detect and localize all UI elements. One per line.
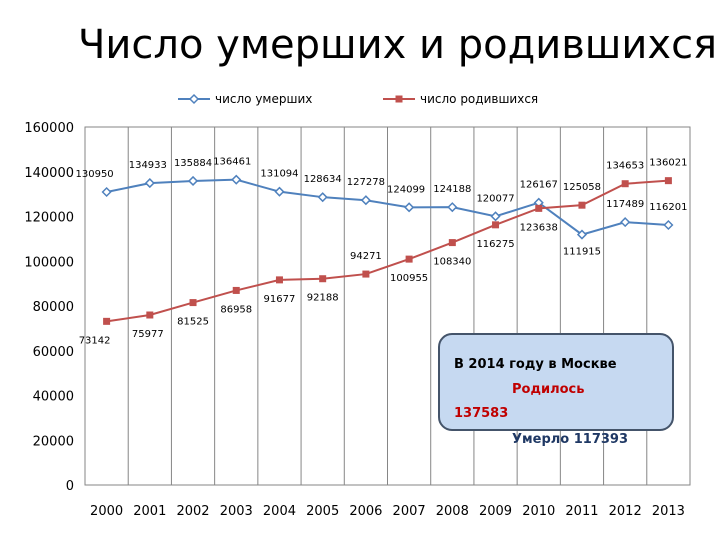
data-label-died: 116201 — [649, 202, 687, 213]
y-tick-label: 0 — [66, 479, 74, 494]
x-tick-label: 2004 — [263, 504, 296, 519]
point-died — [231, 174, 242, 185]
x-tick-label: 2005 — [306, 504, 339, 519]
info-box-born-value: 137583 — [454, 406, 509, 421]
data-label-died: 124099 — [387, 184, 425, 195]
data-label-born: 75977 — [132, 329, 164, 340]
data-label-born: 108340 — [433, 257, 471, 268]
data-label-born: 136021 — [649, 158, 687, 169]
data-label-died: 117489 — [606, 199, 644, 210]
point-born — [448, 239, 456, 247]
data-label-born: 123638 — [520, 222, 558, 233]
data-label-born: 73142 — [79, 335, 111, 346]
point-died — [360, 195, 371, 206]
legend-marker-born — [395, 95, 403, 103]
data-label-died: 120077 — [476, 193, 514, 204]
y-tick-label: 20000 — [33, 434, 74, 449]
point-died — [404, 202, 415, 213]
point-died — [317, 192, 328, 203]
point-born — [621, 180, 629, 188]
data-label-born: 92188 — [307, 293, 339, 304]
x-tick-label: 2006 — [349, 504, 382, 519]
y-tick-label: 40000 — [33, 390, 74, 405]
series-line-born — [106, 179, 669, 323]
data-label-died: 131094 — [260, 169, 298, 180]
point-died — [101, 186, 112, 198]
data-label-died: 136461 — [213, 157, 251, 168]
point-died — [663, 219, 674, 231]
data-label-born: 125058 — [563, 182, 601, 193]
data-label-born: 86958 — [220, 304, 252, 315]
data-label-died: 130950 — [76, 169, 114, 180]
data-label-died: 135884 — [174, 158, 212, 169]
data-label-died: 134933 — [129, 160, 167, 171]
x-tick-label: 2008 — [436, 504, 469, 519]
x-tick-label: 2000 — [90, 504, 123, 519]
info-box-heading: В 2014 году в Москве — [454, 357, 617, 372]
point-died — [187, 175, 199, 187]
data-label-died: 126167 — [520, 180, 558, 191]
point-died — [274, 186, 285, 197]
point-born — [664, 177, 672, 185]
point-born — [535, 204, 543, 212]
point-died — [490, 211, 501, 222]
page-title: Число умерших и родившихся — [78, 22, 718, 68]
point-born — [492, 221, 500, 229]
x-tick-label: 2007 — [393, 504, 426, 519]
legend-label-born: число родившихся — [420, 92, 538, 106]
point-died — [144, 178, 155, 189]
point-born — [189, 299, 197, 307]
x-tick-label: 2011 — [565, 504, 598, 519]
data-label-born: 134653 — [606, 161, 644, 172]
point-died — [620, 217, 631, 228]
data-label-born: 94271 — [350, 251, 382, 262]
point-died — [447, 202, 458, 213]
data-label-born: 100955 — [390, 273, 428, 284]
x-tick-label: 2010 — [522, 504, 555, 519]
legend-marker-died — [188, 93, 200, 105]
info-box: В 2014 году в Москве Родилось 137583 — [438, 333, 674, 431]
data-label-died: 111915 — [563, 247, 601, 258]
y-tick-label: 140000 — [24, 166, 74, 181]
y-tick-label: 160000 — [24, 121, 74, 136]
x-tick-label: 2002 — [176, 504, 209, 519]
point-died — [576, 229, 588, 240]
x-tick-label: 2003 — [220, 504, 253, 519]
x-tick-label: 2012 — [609, 504, 642, 519]
info-box-born-label: Родилось — [512, 382, 585, 397]
data-label-born: 116275 — [476, 239, 514, 250]
point-born — [275, 276, 283, 284]
info-box-died: Умерло 117393 — [512, 432, 629, 447]
point-born — [319, 275, 327, 283]
data-label-born: 91677 — [264, 294, 296, 305]
point-born — [362, 270, 370, 278]
data-label-born: 81525 — [177, 317, 209, 328]
y-tick-label: 60000 — [33, 345, 74, 360]
y-tick-label: 80000 — [33, 300, 74, 315]
point-born — [232, 286, 240, 294]
point-born — [103, 317, 111, 325]
legend-label-died: число умерших — [215, 92, 312, 106]
series-line-died — [106, 178, 669, 236]
data-label-died: 127278 — [347, 177, 385, 188]
y-tick-label: 120000 — [24, 211, 74, 226]
x-tick-label: 2009 — [479, 504, 512, 519]
y-tick-label: 100000 — [24, 255, 74, 270]
data-label-died: 124188 — [433, 184, 471, 195]
point-born — [578, 201, 586, 209]
point-born — [405, 255, 413, 263]
x-tick-label: 2001 — [133, 504, 166, 519]
point-born — [146, 311, 154, 319]
x-tick-label: 2013 — [652, 504, 685, 519]
data-label-died: 128634 — [304, 174, 342, 185]
